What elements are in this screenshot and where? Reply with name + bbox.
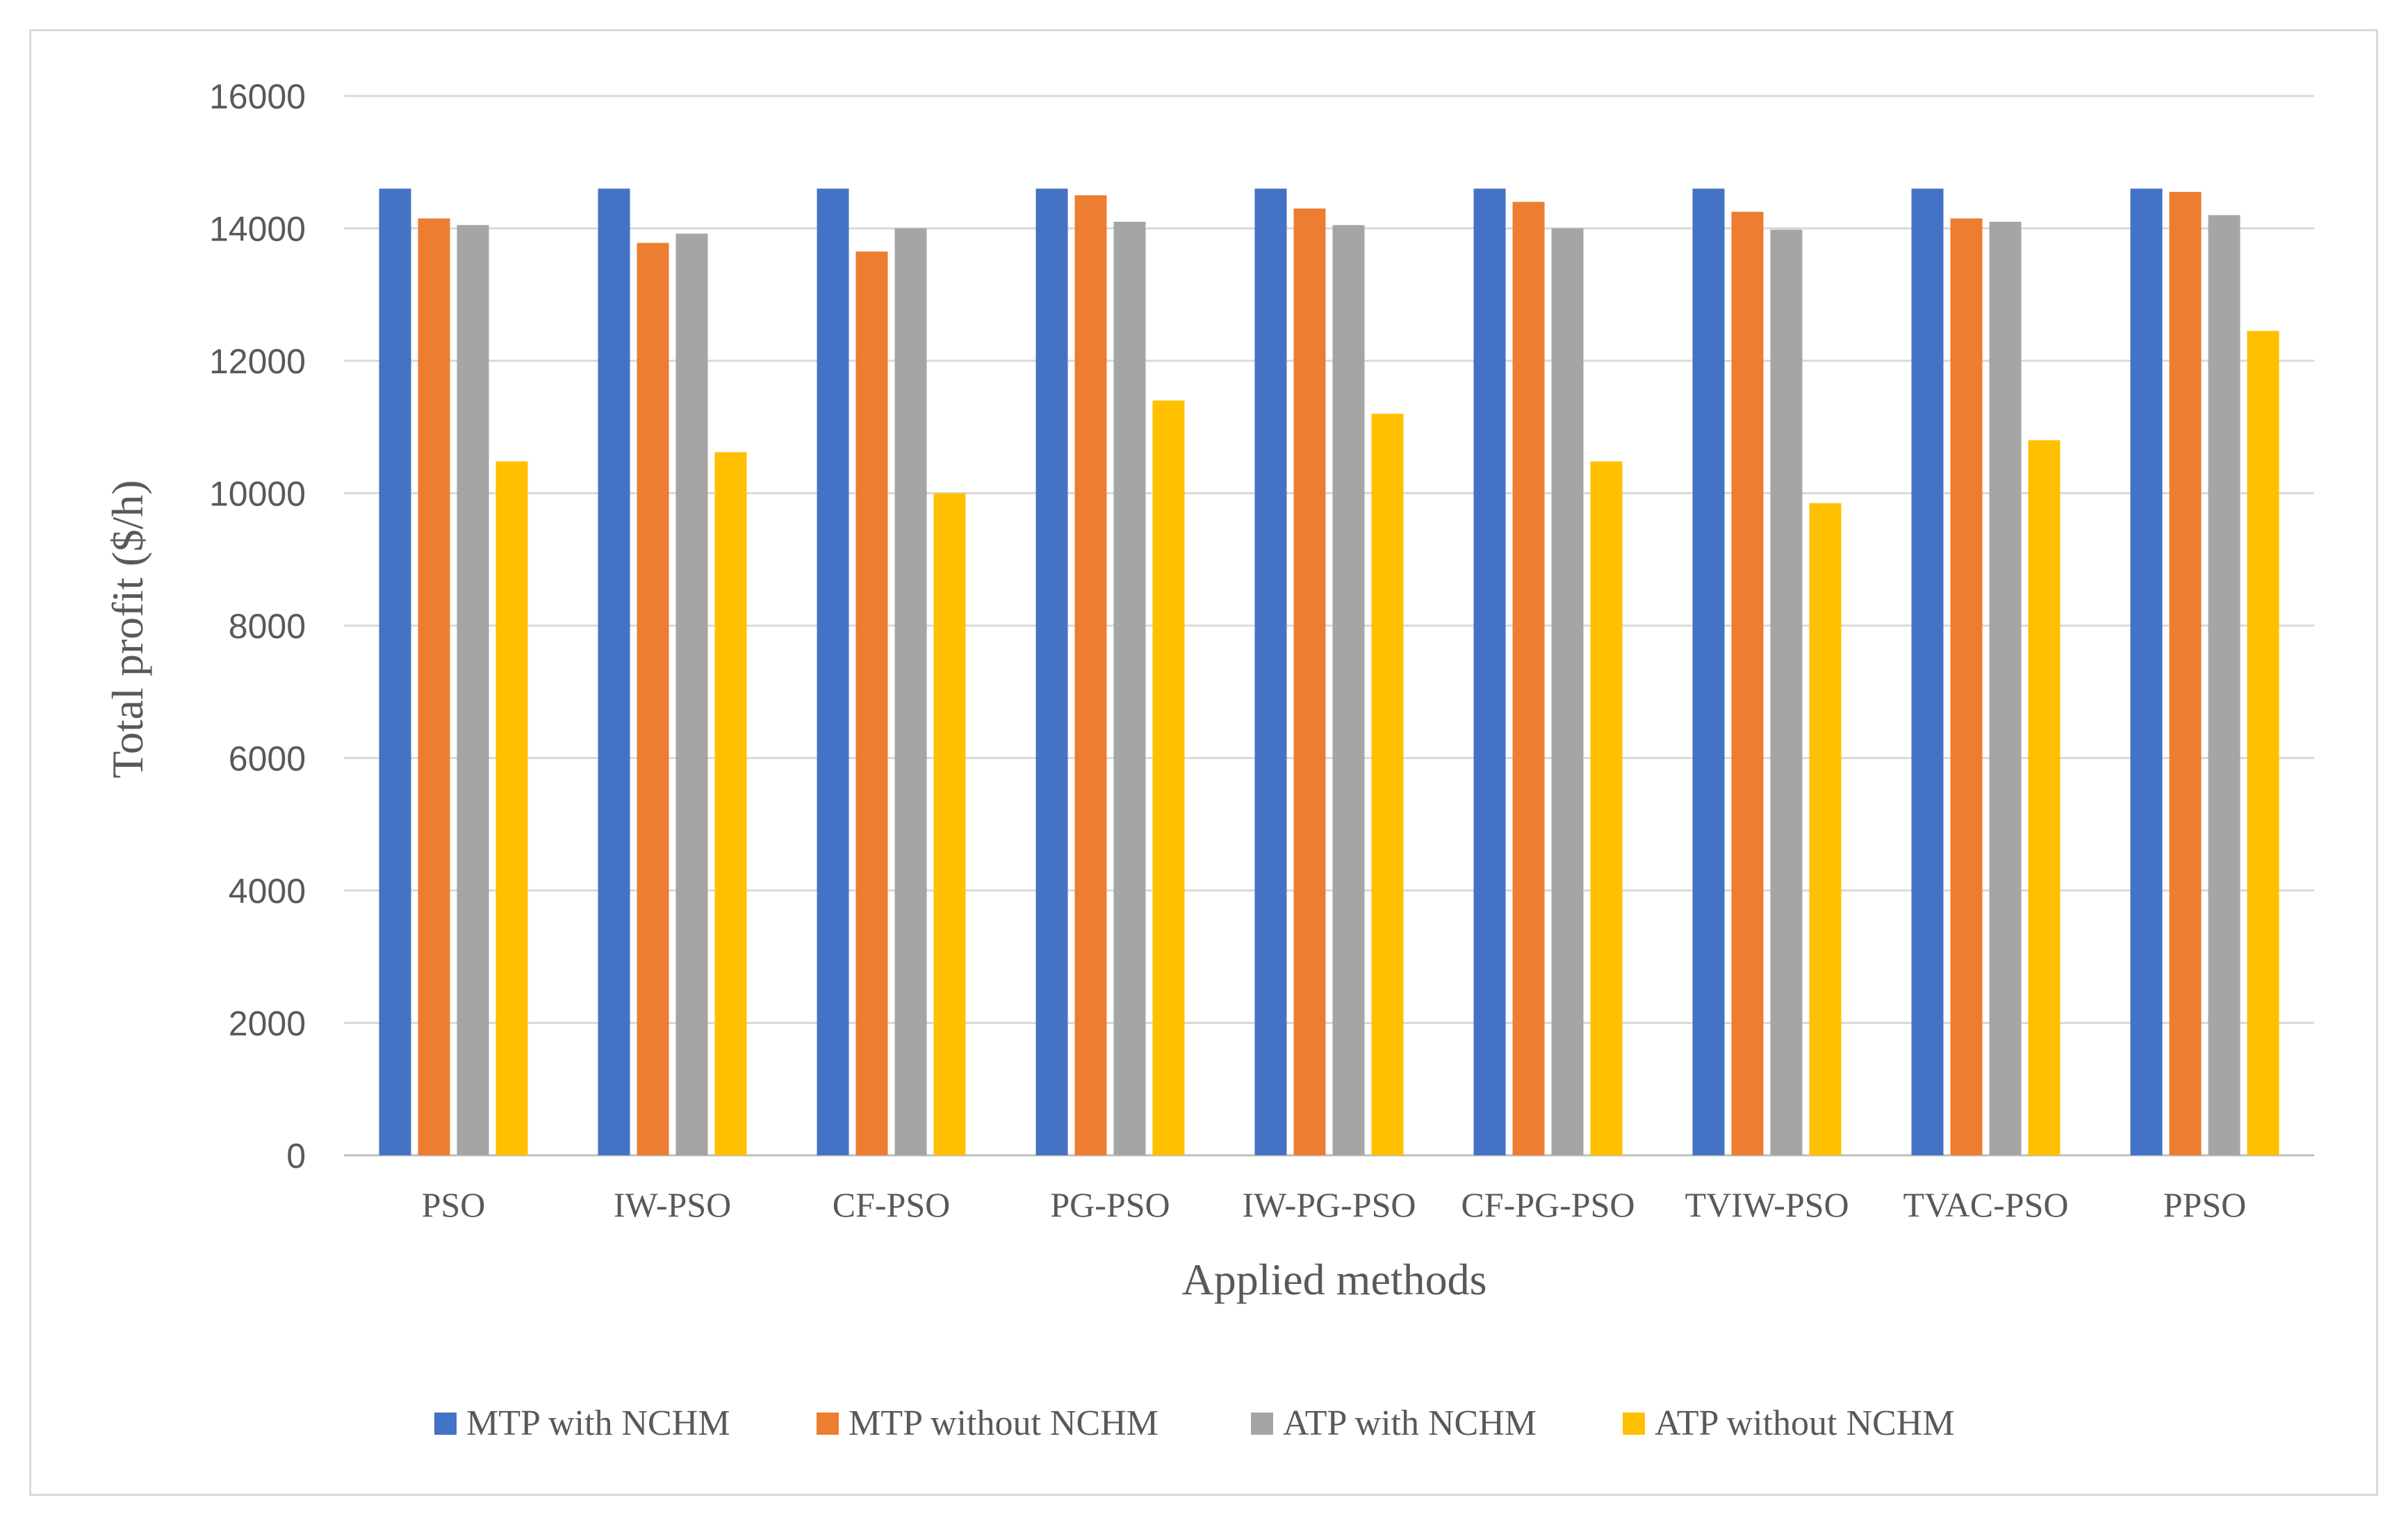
bar-mtp-with-nchm-ppso: [2130, 188, 2163, 1156]
y-tick-label: 16000: [209, 77, 306, 116]
y-tick-label: 14000: [209, 210, 306, 249]
bar-mtp-without-nchm-pso: [418, 218, 450, 1155]
bar-atp-with-nchm-iw-pso: [675, 234, 708, 1155]
bar-atp-without-nchm-iw-pg-pso: [1371, 414, 1404, 1156]
bar-mtp-with-nchm-iw-pso: [598, 188, 630, 1156]
y-axis-ticks: 0 2000 4000 6000 8000 10000 12000 14000 16000: [209, 77, 306, 1175]
bar-mtp-with-nchm-cf-pg-pso: [1473, 188, 1506, 1156]
x-tick-label: IW-PG-PSO: [1242, 1185, 1416, 1224]
bar-atp-with-nchm-tviw-pso: [1770, 229, 1803, 1155]
bar-atp-without-nchm-cf-pso: [933, 493, 966, 1155]
bar-atp-with-nchm-cf-pg-pso: [1551, 228, 1584, 1155]
bar-atp-with-nchm-pso: [457, 225, 489, 1155]
bar-mtp-without-nchm-iw-pso: [637, 243, 669, 1156]
y-tick-label: 8000: [229, 607, 306, 646]
bar-atp-with-nchm-ppso: [2208, 215, 2241, 1156]
legend-swatch: [817, 1413, 839, 1435]
y-axis-title: Total profit ($/h): [103, 480, 152, 778]
bar-mtp-without-nchm-tviw-pso: [1731, 211, 1764, 1155]
legend-label: MTP without NCHM: [849, 1403, 1158, 1443]
bar-atp-with-nchm-pg-pso: [1113, 221, 1146, 1156]
bar-mtp-without-nchm-cf-pg-pso: [1512, 202, 1545, 1155]
legend-swatch: [434, 1413, 457, 1435]
bar-mtp-without-nchm-pg-pso: [1074, 195, 1107, 1155]
bar-atp-without-nchm-tvac-pso: [2028, 440, 2061, 1155]
bar-mtp-without-nchm-cf-pso: [855, 251, 888, 1155]
bar-atp-with-nchm-tvac-pso: [1989, 221, 2022, 1156]
legend-swatch: [1623, 1413, 1645, 1435]
x-tick-label: PG-PSO: [1050, 1185, 1170, 1224]
y-tick-label: 2000: [229, 1004, 306, 1043]
bar-atp-without-nchm-iw-pso: [714, 452, 747, 1155]
bar-atp-with-nchm-iw-pg-pso: [1332, 225, 1365, 1155]
y-tick-label: 0: [286, 1137, 306, 1175]
bar-atp-without-nchm-cf-pg-pso: [1590, 461, 1623, 1155]
bar-atp-with-nchm-cf-pso: [894, 228, 927, 1155]
y-tick-label: 10000: [209, 475, 306, 514]
bar-mtp-with-nchm-pg-pso: [1035, 188, 1068, 1156]
legend-label: MTP with NCHM: [466, 1403, 730, 1443]
x-tick-label: CF-PSO: [833, 1185, 951, 1224]
x-axis-ticks: PSO IW-PSO CF-PSO PG-PSO IW-PG-PSO CF-PG-PSO T…: [422, 1185, 2247, 1224]
bar-mtp-without-nchm-tvac-pso: [1950, 218, 1983, 1155]
x-tick-label: PPSO: [2163, 1185, 2247, 1224]
y-tick-label: 4000: [229, 872, 306, 911]
bar-mtp-with-nchm-tviw-pso: [1692, 188, 1725, 1156]
bar-atp-without-nchm-pg-pso: [1152, 400, 1185, 1155]
bar-mtp-with-nchm-pso: [379, 188, 411, 1156]
bars: [379, 188, 2279, 1156]
x-tick-label: PSO: [422, 1185, 486, 1224]
bar-mtp-with-nchm-cf-pso: [817, 188, 849, 1156]
legend-label: ATP with NCHM: [1283, 1403, 1537, 1443]
bar-atp-without-nchm-tviw-pso: [1809, 503, 1842, 1155]
x-tick-label: IW-PSO: [614, 1185, 731, 1224]
y-tick-label: 6000: [229, 740, 306, 779]
gridlines: [344, 95, 2314, 1157]
bar-mtp-with-nchm-tvac-pso: [1911, 188, 1944, 1156]
bar-mtp-without-nchm-iw-pg-pso: [1293, 208, 1326, 1155]
x-tick-label: TVAC-PSO: [1903, 1185, 2068, 1224]
legend-swatch: [1251, 1413, 1273, 1435]
legend: MTP with NCHM MTP without NCHM ATP with NC…: [434, 1403, 1954, 1443]
x-axis-title: Applied methods: [1181, 1255, 1486, 1304]
x-tick-label: TVIW-PSO: [1685, 1185, 1849, 1224]
legend-label: ATP without NCHM: [1655, 1403, 1954, 1443]
bar-atp-without-nchm-pso: [495, 461, 528, 1155]
y-tick-label: 12000: [209, 342, 306, 381]
bar-atp-without-nchm-ppso: [2247, 331, 2279, 1156]
bar-mtp-with-nchm-iw-pg-pso: [1254, 188, 1287, 1156]
bar-mtp-without-nchm-ppso: [2169, 192, 2202, 1155]
x-tick-label: CF-PG-PSO: [1461, 1185, 1635, 1224]
